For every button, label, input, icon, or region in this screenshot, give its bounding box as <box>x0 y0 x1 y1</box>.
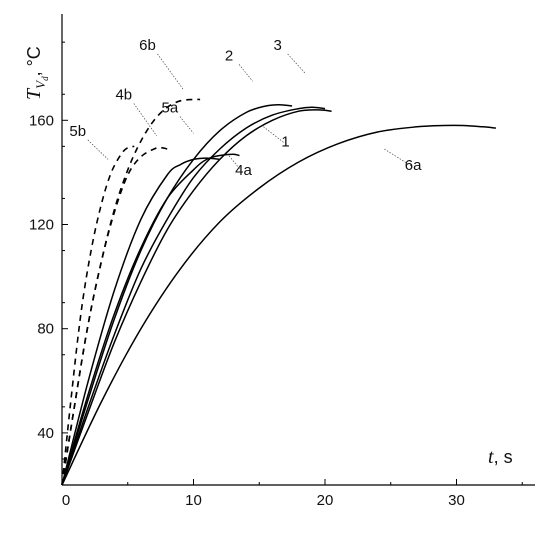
label-leader-4a <box>227 153 242 172</box>
x-tick-label: 10 <box>185 492 202 509</box>
ticks: 40 80 120 160 0 10 20 30 <box>29 41 523 509</box>
x-axis-title: t, s <box>488 446 513 468</box>
x-tick-label: 0 <box>62 492 70 509</box>
curve-label-5a: 5a <box>161 99 178 116</box>
series-group <box>61 98 496 486</box>
y-axis-subsubscript: d <box>40 76 50 81</box>
series-line-3 <box>61 106 326 486</box>
series-line-5a <box>61 157 220 486</box>
label-leader-3 <box>287 53 306 74</box>
x-tick-label: 30 <box>448 492 465 509</box>
curve-label-1: 1 <box>281 133 289 150</box>
x-tick-label: 20 <box>317 492 334 509</box>
curve-label-5b: 5b <box>69 123 86 140</box>
label-leader-5a <box>179 116 194 134</box>
axes <box>61 14 535 486</box>
x-axis-unit: , s <box>494 447 513 467</box>
curve-labels: 1 2 3 4a 5a 6a 4b 5b 6b <box>69 37 422 179</box>
curve-label-6a: 6a <box>405 157 422 174</box>
label-leader-1 <box>261 125 284 143</box>
curve-label-3: 3 <box>273 37 281 54</box>
curve-label-4b: 4b <box>115 86 132 103</box>
y-tick-label: 160 <box>29 112 54 129</box>
y-tick-label: 80 <box>37 321 54 338</box>
y-tick-label: 120 <box>29 217 54 234</box>
series-line-2 <box>61 103 293 486</box>
series-line-5b <box>61 145 135 486</box>
label-leader-6a <box>383 148 412 167</box>
y-axis-unit: , °C <box>24 46 44 76</box>
y-tick-label: 40 <box>37 425 54 442</box>
series-line-4a <box>61 153 240 486</box>
series-line-6a <box>61 124 496 486</box>
y-axis-symbol: T <box>23 87 45 100</box>
label-leaders <box>87 53 412 172</box>
curve-label-2: 2 <box>225 47 233 64</box>
series-line-1 <box>61 109 332 486</box>
x-axis-symbol: t <box>488 446 494 468</box>
label-leader-5b <box>87 139 109 160</box>
label-leader-4b <box>133 103 157 137</box>
label-leader-6b <box>157 53 184 90</box>
label-leader-2 <box>238 64 253 82</box>
y-axis-subscript: V <box>33 79 48 89</box>
curve-label-4a: 4a <box>235 162 252 179</box>
curve-label-6b: 6b <box>139 37 156 54</box>
y-axis-title: TVd, °C <box>23 46 50 100</box>
series-line-6b <box>61 98 201 486</box>
